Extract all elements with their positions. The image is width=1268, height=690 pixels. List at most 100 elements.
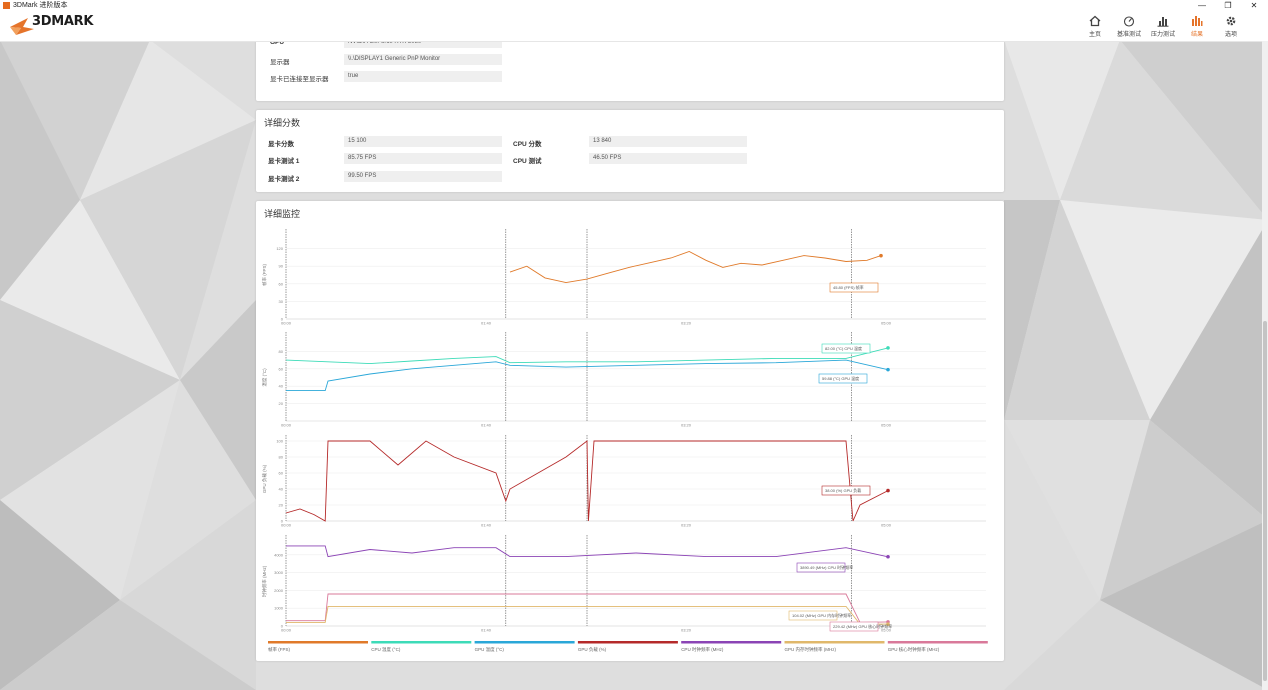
series-line-GPU 温度 (°C) (286, 359, 889, 392)
x-tick-label: 01:40 (481, 423, 492, 428)
x-tick-label: 05:00 (881, 321, 892, 326)
y-tick-label: 2000 (274, 588, 284, 593)
legend-swatch (371, 641, 472, 644)
callout-label: 59.88 (°C) GPU 温度 (822, 375, 859, 381)
y-tick-label: 0 (281, 624, 284, 629)
chart-panel-2 (286, 334, 986, 421)
legend-label: GPU 内存时钟频率 (MHz) (785, 646, 837, 653)
series-endpoint (879, 253, 883, 258)
y-tick-label: 40 (279, 384, 284, 389)
x-tick-label: 00:00 (281, 321, 292, 326)
series-endpoint (886, 554, 890, 559)
legend-swatch (784, 641, 885, 644)
3dmark-logo-icon (10, 18, 34, 35)
gear-icon (1226, 16, 1236, 26)
home-icon (1089, 15, 1101, 27)
legend-label: CPU 时钟频率 (MHz) (681, 646, 724, 653)
y-tick-label: 90 (279, 264, 284, 269)
callout-box (796, 562, 846, 573)
nav-stress-tests[interactable]: 压力测试 (1146, 13, 1180, 39)
series-line-帧率 (FPS) (509, 251, 882, 284)
display-value: \\.\DISPLAY1 Generic PnP Monitor (344, 54, 502, 65)
results-icon (1192, 16, 1203, 26)
cpu-test-value: 46.50 FPS (589, 153, 747, 164)
y-tick-label: 120 (276, 246, 283, 251)
nav-results[interactable]: 结果 (1180, 13, 1214, 39)
y-tick-label: 20 (279, 401, 284, 406)
x-tick-label: 00:00 (281, 523, 292, 528)
x-tick-label: 01:40 (481, 628, 492, 633)
gpu-value: NVIDIA GeForce RTX 3080 (344, 37, 502, 48)
x-tick-label: 01:40 (481, 523, 492, 528)
display-connected-value: true (344, 71, 502, 82)
minimize-button[interactable]: — (1198, 1, 1206, 10)
monitoring-title: 详细监控 (264, 209, 301, 219)
series-endpoint (886, 622, 890, 626)
series-line-GPU 负载 (%) (285, 440, 889, 522)
y-tick-label: 40 (279, 487, 284, 492)
callout-label: 82.00 (°C) CPU 温度 (825, 345, 862, 351)
nav-benchmarks-label: 基准测试 (1116, 32, 1141, 38)
legend-swatch (474, 641, 575, 644)
chart-panel-1 (286, 231, 986, 319)
page-scrollbar[interactable] (1262, 41, 1268, 690)
legend-label: GPU 核心时钟频率 (MHz) (888, 646, 940, 653)
callout-box (818, 373, 868, 384)
callout-box (829, 621, 879, 632)
cpu-score-label: CPU 分数 (513, 141, 542, 148)
app-header: 3DMARK 主页 基准测试 压力测试 结果 选项 (0, 11, 1268, 42)
series-line-CPU 温度 (°C) (285, 347, 889, 365)
chart-panel-4 (286, 537, 986, 626)
callout-label: 38.00 (%) GPU 负载 (825, 487, 861, 493)
x-tick-label: 03:20 (681, 321, 692, 326)
x-tick-label: 00:00 (281, 628, 292, 633)
chart-panel-3 (286, 437, 986, 521)
y-tick-label: 60 (279, 471, 284, 476)
x-tick-label: 03:20 (681, 628, 692, 633)
y-axis-label: 时钟频率 (MHz) (261, 565, 268, 597)
display-connected-label: 显卡已连接至显示器 (270, 76, 329, 83)
main-nav: 主页 基准测试 压力测试 结果 选项 (1078, 13, 1248, 39)
series-endpoint (886, 346, 890, 350)
close-button[interactable]: ✕ (1250, 1, 1258, 10)
y-tick-label: 30 (279, 299, 284, 304)
cpu-score-value: 13 840 (589, 136, 747, 147)
callout-box (788, 610, 838, 621)
x-tick-label: 05:00 (881, 423, 892, 428)
scrollbar-thumb[interactable] (1263, 321, 1267, 681)
nav-results-label: 结果 (1190, 32, 1203, 38)
monitoring-charts[interactable]: 0 30 60 90 120 帧率 (FPS) 00:00 01:40 03:20 05:00 20… (256, 201, 1004, 661)
callout-box (829, 282, 879, 293)
nav-benchmarks[interactable]: 基准测试 (1112, 13, 1146, 39)
series-line-CPU 时钟频率 (MHz) (286, 545, 889, 558)
legend-swatch (268, 641, 368, 644)
nav-options-label: 选项 (1224, 32, 1237, 38)
legend-label: GPU 负载 (%) (578, 646, 607, 653)
detailed-monitoring-card: 详细监控 0 30 60 90 120 帧率 (FPS) 00:00 01:40 03:20 05… (256, 201, 1004, 661)
window-title: 3DMark 进阶版本 (13, 2, 68, 9)
x-tick-label: 01:40 (481, 321, 492, 326)
y-tick-label: 60 (279, 366, 284, 371)
y-tick-label: 3000 (274, 570, 284, 575)
nav-options[interactable]: 选项 (1214, 13, 1248, 39)
legend-swatch (887, 641, 988, 644)
nav-home[interactable]: 主页 (1078, 13, 1112, 39)
detailed-scores-card: 详细分数 显卡分数 15 100 显卡测试 1 85.75 FPS 显卡测试 2… (256, 110, 1004, 192)
x-tick-label: 03:20 (681, 523, 692, 528)
graphics-test1-label: 显卡测试 1 (268, 158, 300, 165)
callout-label: 3890.49 (MHz) CPU 时钟频率 (800, 564, 853, 570)
display-label: 显示器 (270, 59, 290, 66)
legend-label: GPU 温度 (°C) (475, 646, 505, 653)
graphics-score-label: 显卡分数 (268, 141, 294, 148)
callout-box (821, 485, 871, 496)
y-axis-label: 帧率 (FPS) (261, 263, 268, 286)
legend-label: CPU 温度 (°C) (371, 646, 401, 653)
y-axis-label: GPU 负载 (%) (261, 464, 268, 493)
y-tick-label: 80 (279, 349, 284, 354)
app-icon (3, 2, 10, 9)
logo-text: 3DMARK (32, 14, 94, 29)
callout-label: 229.42 (MHz) GPU 核心时钟频率 (833, 623, 892, 629)
y-tick-label: 4000 (274, 552, 284, 557)
maximize-button[interactable]: ❐ (1224, 1, 1232, 10)
graphics-score-value: 15 100 (344, 136, 502, 147)
